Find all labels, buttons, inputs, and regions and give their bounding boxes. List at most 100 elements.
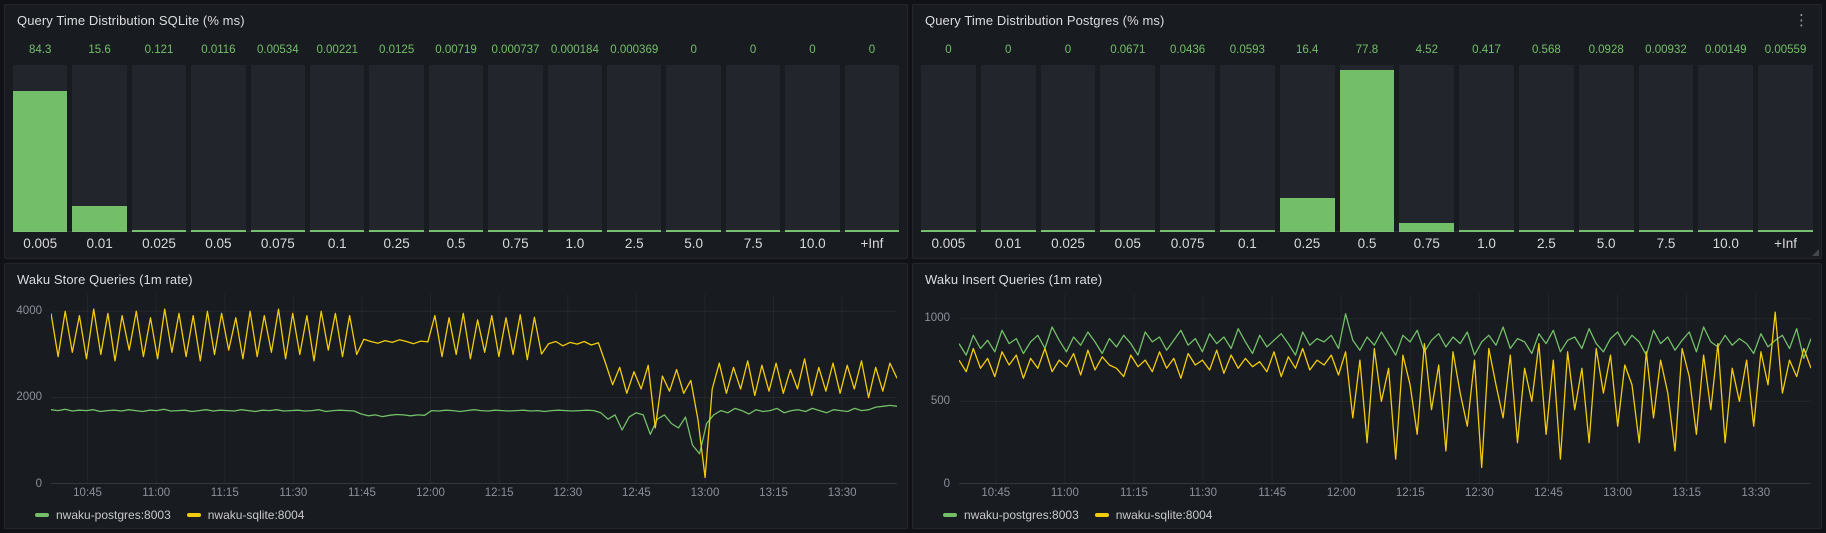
hist-column: 0 0.005 [921,35,976,254]
bar-value-label: 0 [1004,44,1012,56]
bar-x-label: 1.0 [565,235,585,251]
legend-item-postgres[interactable]: nwaku-postgres:8003 [35,508,171,522]
bar-value-label: 0.121 [144,44,174,56]
x-tick-label: 12:30 [553,487,583,499]
bar-x-label: 0.75 [502,235,529,251]
panel-resize-handle[interactable] [1812,249,1819,256]
bar-x-label: 0.5 [1357,235,1377,251]
bar [488,230,543,232]
bar-x-label: 0.01 [86,235,113,251]
series-line-nwaku-sqlite:8004 [959,311,1811,469]
bar-track [250,65,306,232]
plot-area[interactable] [959,294,1811,484]
bar-value-label: 15.6 [88,44,111,56]
bar-track [488,65,543,232]
panel-header[interactable]: Query Time Distribution Postgres (% ms) [913,5,1821,35]
x-tick-label: 12:30 [1465,487,1494,499]
bar-x-label: 5.0 [684,235,704,251]
bar-track [428,65,484,232]
bar-value-label: 16.4 [1295,44,1319,56]
hist-column: 0.417 1.0 [1459,35,1514,254]
bar-track [72,65,127,232]
bar-value-label: 0 [1064,44,1072,56]
legend-label[interactable]: nwaku-postgres:8003 [964,508,1079,522]
time-series-canvas[interactable] [959,294,1811,484]
bar-x-label: 2.5 [624,235,644,251]
x-tick-label: 12:45 [1534,487,1563,499]
legend-label[interactable]: nwaku-sqlite:8004 [1115,508,1213,522]
x-tick-label: 11:45 [348,487,376,499]
hist-column: 77.8 0.5 [1339,35,1395,254]
hist-column: 0.0593 0.1 [1219,35,1275,254]
bar [191,230,246,232]
y-tick-label: 2000 [16,390,42,403]
panel-header[interactable]: Waku Insert Queries (1m rate) [913,264,1821,294]
panel-header[interactable]: Waku Store Queries (1m rate) [5,264,907,294]
bar-track [725,65,781,232]
bar-track [980,65,1036,232]
legend-item-postgres[interactable]: nwaku-postgres:8003 [943,508,1079,522]
bar-value-label: 0.0593 [1229,44,1265,56]
y-axis: 0 500 1000 [913,294,959,489]
bar-x-label: 7.5 [1656,235,1676,251]
legend-item-sqlite[interactable]: nwaku-sqlite:8004 [186,508,305,522]
bar [131,230,187,232]
panel-title[interactable]: Query Time Distribution SQLite (% ms) [17,12,245,28]
bar-value-label: 0.000184 [550,44,599,56]
hist-column: 0 0.025 [1040,35,1096,254]
bar [1518,230,1574,232]
series-line-nwaku-postgres:8003 [51,404,897,455]
bar-value-label: 0.0125 [379,44,415,56]
panel-title[interactable]: Waku Insert Queries (1m rate) [925,271,1103,287]
bar-x-label: 0.25 [383,235,410,251]
legend-label[interactable]: nwaku-sqlite:8004 [207,508,305,522]
hist-column: 4.52 0.75 [1399,35,1455,254]
panel-title[interactable]: Query Time Distribution Postgres (% ms) [925,12,1165,28]
bar-value-label: 0.00221 [316,44,359,56]
bar-x-label: 0.01 [995,235,1022,251]
panel-menu-icon[interactable]: ⋮ [1794,12,1809,29]
hist-column: 0.000369 2.5 [607,35,662,254]
bar [1279,197,1335,232]
x-tick-label: 13:00 [1603,487,1632,499]
hist-column: 0 10.0 [785,35,840,254]
hist-column: 84.3 0.005 [13,35,68,254]
hist-column: 0.00932 7.5 [1638,35,1694,254]
legend: nwaku-postgres:8003 nwaku-sqlite:8004 [913,502,1811,528]
time-series-canvas[interactable] [51,294,897,484]
legend-swatch-yellow [186,513,201,517]
bar [921,230,976,232]
bar [785,230,840,232]
x-tick-label: 11:00 [1050,487,1079,499]
bar-track [844,65,900,232]
hist-column: 0.000737 0.75 [488,35,543,254]
bar-x-label: 0.75 [1413,235,1440,251]
panel-header[interactable]: Query Time Distribution SQLite (% ms) [5,5,907,35]
x-tick-label: 10:45 [73,487,102,499]
legend-label[interactable]: nwaku-postgres:8003 [56,508,171,522]
bar-x-label: 0.25 [1294,235,1321,251]
bar-x-label: 0.075 [1170,235,1205,251]
panel-title[interactable]: Waku Store Queries (1m rate) [17,271,193,287]
bar-x-label: 0.05 [1114,235,1141,251]
bar-x-label: 0.1 [1237,235,1257,251]
bar [369,230,424,232]
hist-column: 0.568 2.5 [1518,35,1574,254]
bar-track [785,65,840,232]
x-tick-label: 12:45 [621,487,651,499]
bar [1459,230,1514,232]
bar-track [1339,65,1395,232]
bar-x-label: 0.075 [260,235,295,251]
bar-value-label: 0.417 [1472,44,1501,56]
bar-x-label: 10.0 [1712,235,1739,251]
bar-track [666,65,721,232]
bar-value-label: 0.00559 [1764,44,1807,56]
bar [844,230,900,232]
bar-track [1160,65,1215,232]
x-tick-label: 12:00 [1326,487,1356,499]
bar-x-label: 0.05 [205,235,232,251]
hist-column: 0.00559 +Inf [1758,35,1813,254]
plot-area[interactable] [51,294,897,484]
legend-item-sqlite[interactable]: nwaku-sqlite:8004 [1094,508,1213,522]
